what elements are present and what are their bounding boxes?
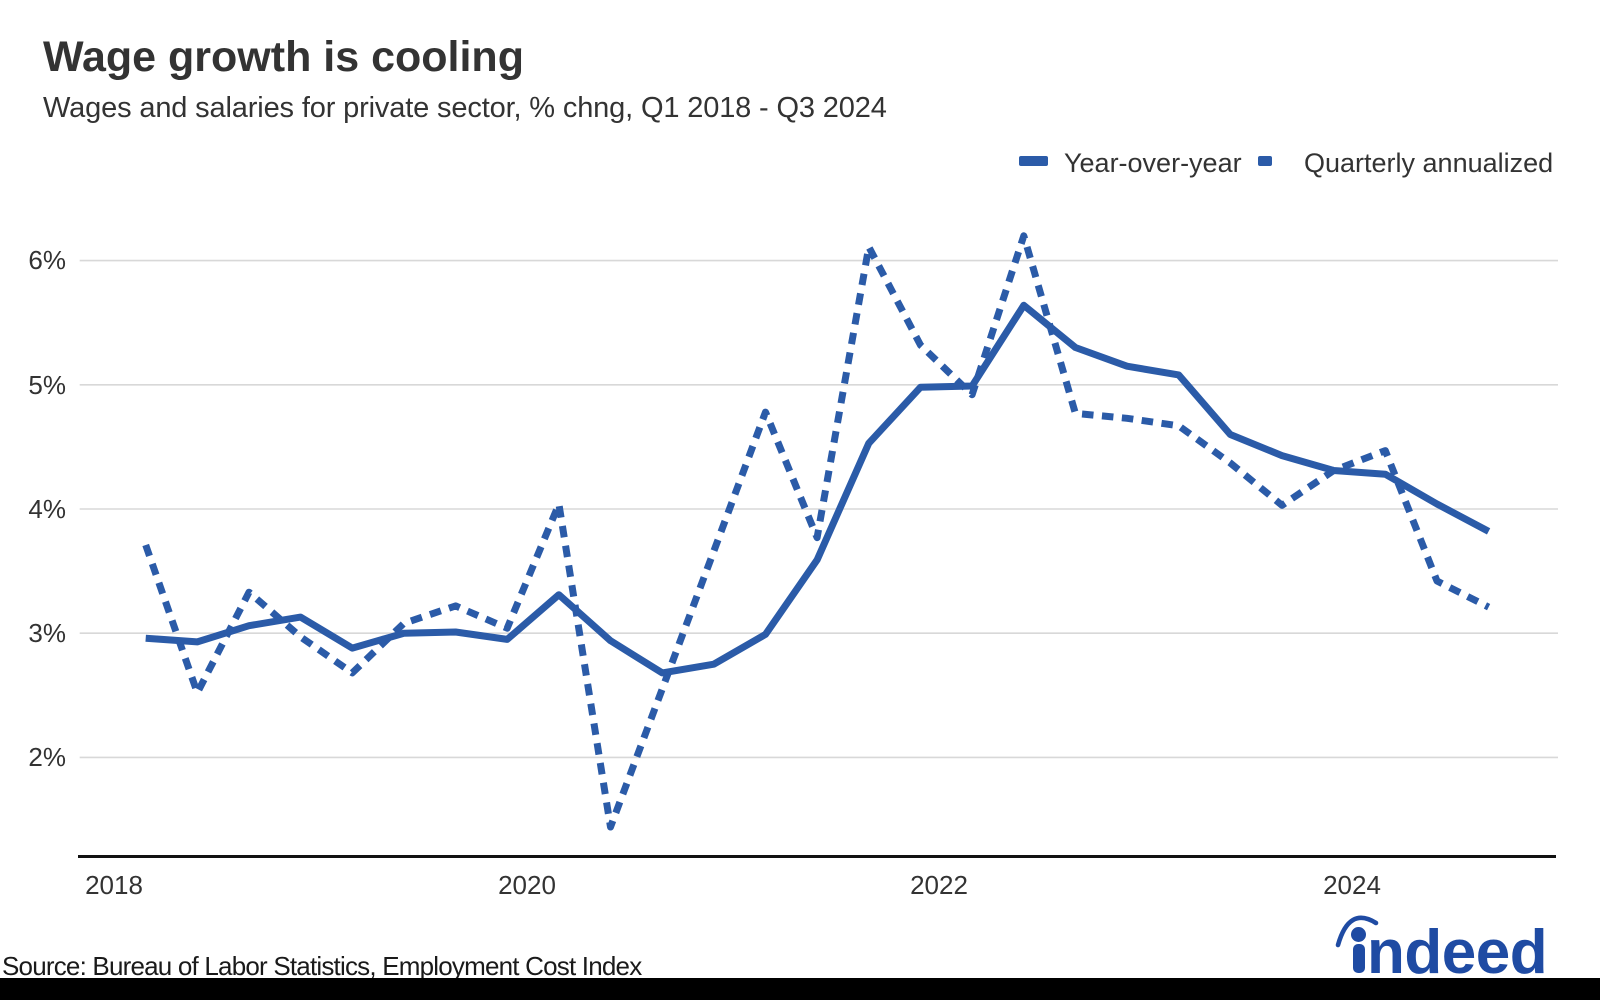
svg-text:ndeed: ndeed <box>1367 918 1547 987</box>
